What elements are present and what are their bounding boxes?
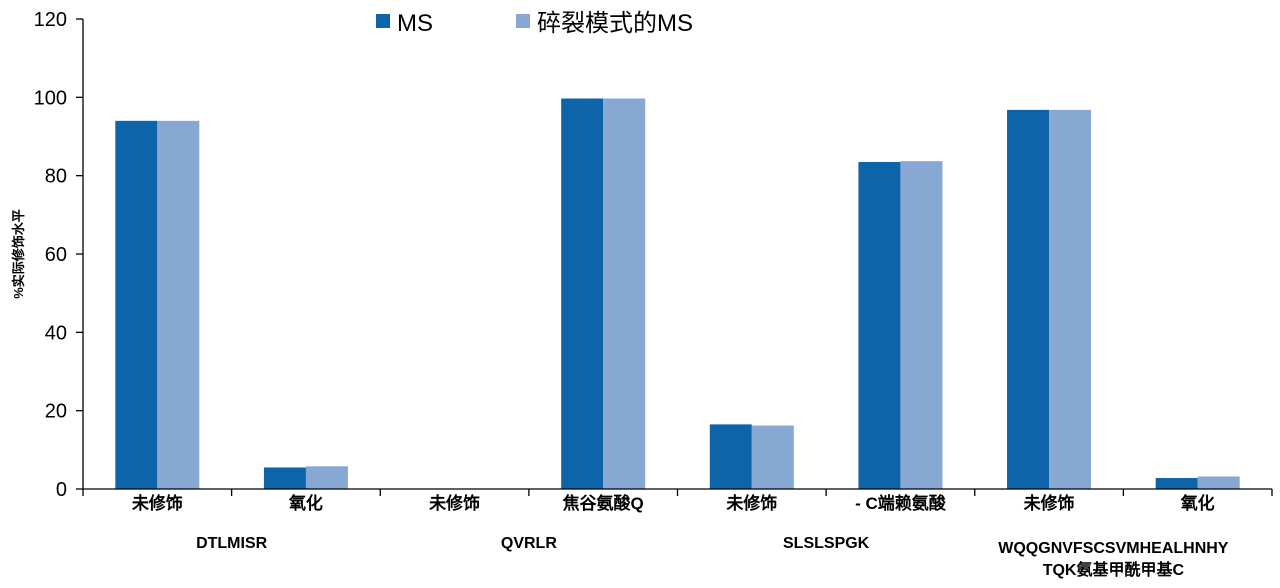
group-labels: DTLMISR QVRLR SLSLSPGK WQQGNVFSCSVMHEALHNHY… <box>196 535 1229 579</box>
y-tick-label: 20 <box>45 401 67 423</box>
bars <box>115 98 1240 490</box>
bar-fragment-ms <box>900 161 943 490</box>
category-label: 未修饰 <box>725 493 777 513</box>
y-axis: 0 20 40 60 80 100 120 <box>34 9 84 501</box>
legend: MS 碎裂模式的MS <box>376 10 693 37</box>
group-label: TQK氨基甲酰甲基C <box>1043 560 1185 579</box>
bar-ms <box>858 161 901 490</box>
category-label: 未修饰 <box>428 493 480 513</box>
legend-swatch <box>376 14 390 28</box>
group-label: SLSLSPGK <box>783 535 870 552</box>
legend-swatch <box>516 14 530 28</box>
category-label: - C端赖氨酸 <box>855 493 947 513</box>
y-tick-label: 60 <box>45 244 67 266</box>
bar-fragment-ms <box>603 98 646 489</box>
bar-ms <box>709 424 752 489</box>
y-axis-label: %实际修饰水平 <box>11 209 26 299</box>
category-label: 氧化 <box>1180 493 1215 513</box>
bar-fragment-ms <box>751 425 794 489</box>
bar-ms <box>115 120 158 489</box>
category-label: 焦谷氨酸Q <box>562 493 644 513</box>
group-label: QVRLR <box>501 535 557 552</box>
y-tick-label: 0 <box>56 479 67 501</box>
group-label: WQQGNVFSCSVMHEALHNHY <box>998 540 1229 557</box>
category-label: 氧化 <box>288 493 323 513</box>
bar-fragment-ms <box>1049 109 1092 489</box>
bar-ms <box>263 467 306 489</box>
bar-ms <box>1007 109 1050 489</box>
bar-fragment-ms <box>157 120 200 489</box>
x-axis <box>82 488 1273 496</box>
y-tick-label: 80 <box>45 166 67 188</box>
group-label: DTLMISR <box>196 535 268 552</box>
y-axis-title: %实际修饰水平 <box>11 209 26 299</box>
y-tick-label: 120 <box>34 9 67 31</box>
y-tick-label: 100 <box>34 87 67 109</box>
legend-label: 碎裂模式的MS <box>537 10 693 37</box>
bar-fragment-ms <box>1197 476 1240 489</box>
bar-ms <box>561 98 604 489</box>
category-label: 未修饰 <box>131 493 183 513</box>
legend-label: MS <box>397 10 433 37</box>
bar-ms <box>1155 478 1198 489</box>
y-tick-label: 40 <box>45 322 67 344</box>
bar-fragment-ms <box>305 466 348 489</box>
category-label: 未修饰 <box>1023 493 1075 513</box>
category-labels: 未修饰 氧化 未修饰 焦谷氨酸Q 未修饰 - C端赖氨酸 未修饰 氧化 <box>131 493 1215 513</box>
